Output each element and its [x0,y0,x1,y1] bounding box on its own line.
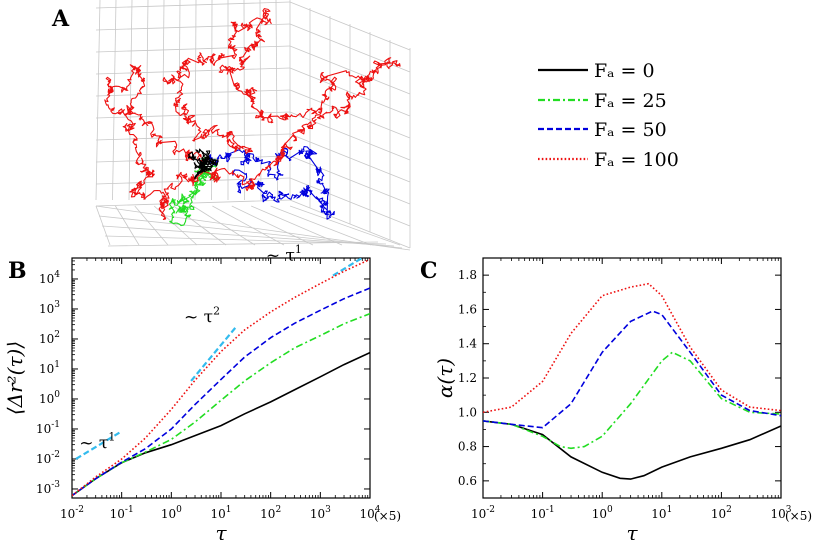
panel-b-y-tick-label: 10-1 [36,420,60,436]
grid-line [212,205,285,246]
grid-line [95,111,291,119]
panel-c-x-tick-label: 100 [592,505,613,521]
panel-b-x-tick-label: 100 [161,505,182,521]
panel-b-x-tick-label: 101 [210,505,231,521]
grid-line [115,205,140,246]
panel-b-axes-frame [71,257,371,499]
grid-line [128,0,133,201]
grid-line [275,0,278,201]
grid-line [161,0,165,201]
panel-c-y-tick-label: 1.8 [458,268,477,282]
panel-c-x-axis-title: τ [626,521,638,540]
legend: Fₐ = 0 Fₐ = 25 Fₐ = 50 Fₐ = 100 [538,60,679,171]
grid-line [112,0,117,201]
panel-c-y-tick-label: 1.0 [458,405,477,419]
grid-line [211,0,213,201]
panel-b-annotation-0: ~ τ1 [79,431,115,454]
panel-b-msd-plot: 10-2 10-1 100 101 102 103 10410-310-210-110010… [3,243,401,540]
grid-line [289,205,401,246]
panel-c-y-axis-title: α(τ) [433,358,457,398]
panel-b-y-tick-label: 101 [39,360,60,376]
panel-a-trajectories [104,8,401,227]
trajectory-f100 [104,8,401,221]
legend-label-fa100: Fₐ = 100 [594,149,679,171]
panel-b-annotation-2: ~ τ1 [266,243,302,266]
grid-line [243,0,245,201]
trajectory-f0 [187,148,219,180]
panel-b-y-tick-label: 102 [39,330,60,346]
panel-c-y-tick-label: 1.2 [458,371,477,385]
grid-line [95,133,291,141]
grid-line [95,155,291,163]
legend-label-fa50: Fₐ = 50 [594,119,667,141]
panel-c-y-tick-label: 0.8 [458,440,477,454]
panel-c-alpha-plot: 10-2 10-1 100 101 102 1030.60.81.01.21.41.61.… [433,257,812,540]
panel-b-y-tick-label: 103 [39,300,60,316]
panel-b-y-tick-label: 100 [39,390,60,406]
panel-c-axes-frame [482,257,782,499]
panel-b-y-tick-label: 10-3 [36,480,60,496]
panel-b-series-f25 [72,312,370,497]
panel-b-x-tick-label: 102 [260,505,281,521]
panel-c-y-tick-label: 0.6 [458,474,477,488]
legend-label-fa25: Fₐ = 25 [594,90,667,112]
panel-c-x-tick-label: 10-1 [531,505,555,521]
grid-line [95,67,291,75]
panel-b-x-tick-label: 10-1 [110,505,134,521]
panel-label-a: A [51,6,70,32]
legend-item-fa0: Fₐ = 0 [538,60,655,82]
panel-c-series-f0 [483,420,781,480]
legend-item-fa50: Fₐ = 50 [538,119,667,141]
panel-b-x-unit-note: (×5) [374,509,401,523]
panel-b-y-axis-title: ⟨Δr²(τ)⟩ [3,341,27,415]
grid-line [192,205,256,246]
panel-b-x-tick-label: 103 [310,505,331,521]
panel-b-x-axis-title: τ [215,521,227,540]
grid-line [173,205,227,246]
panel-label-b: B [8,258,27,284]
panel-label-c: C [420,258,438,284]
panel-b-series-f0 [72,351,370,497]
panel-a-3d-plot [95,0,411,251]
grid-line [145,0,149,201]
panel-c-x-tick-label: 10-2 [471,505,495,521]
panel-b-x-tick-label: 10-2 [60,505,84,521]
legend-label-fa0: Fₐ = 0 [594,60,655,82]
grid-line [95,205,111,246]
trajectory-f25 [168,157,219,227]
grid-line [259,0,262,201]
grid-line [95,1,291,9]
legend-item-fa25: Fₐ = 25 [538,90,667,112]
panel-c-x-tick-label: 102 [711,505,732,521]
panel-c-y-tick-label: 1.6 [458,302,477,316]
panel-b-y-tick-label: 10-2 [36,450,60,466]
grid-line [194,0,197,201]
grid-line [107,241,379,247]
panel-b-annotation-1: ~ τ2 [184,305,220,328]
trajectory-f50 [208,145,335,220]
panel-c-series-f100 [483,282,781,414]
panel-b-guide-line-2 [332,258,365,277]
panel-c-y-tick-label: 1.4 [458,337,477,351]
grid-line [95,0,101,201]
panel-b-guide-line-1 [190,326,237,382]
grid-line [270,205,372,246]
legend-item-fa100: Fₐ = 100 [538,149,679,171]
grid-line [231,205,314,246]
panel-b-series-f100 [72,258,370,497]
panel-a-grid [95,0,411,251]
panel-c-x-unit-note: (×5) [785,509,812,523]
panel-c-series-f25 [483,351,781,450]
panel-b-y-tick-label: 104 [39,270,60,286]
grid-line [95,23,291,31]
grid-line [95,45,291,53]
grid-line [95,199,291,207]
panel-c-x-tick-label: 101 [651,505,672,521]
grid-line [95,89,291,97]
panel-c-series-f50 [483,310,781,429]
panel-b-series-f50 [72,287,370,497]
